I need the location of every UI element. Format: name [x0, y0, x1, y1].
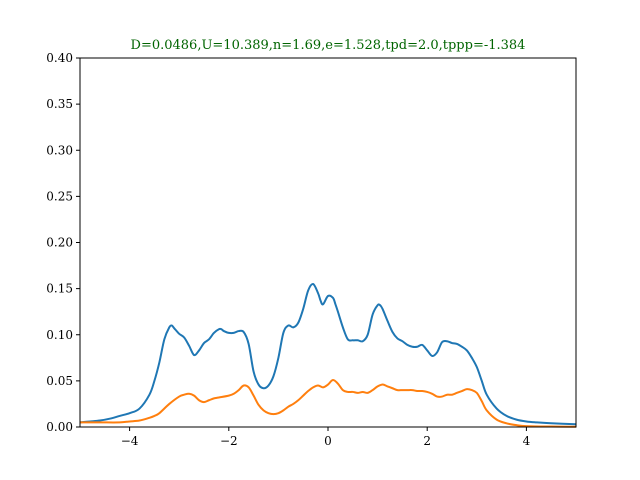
y-tick-label: 0.10 [46, 328, 73, 342]
x-tick-label: 4 [523, 434, 531, 448]
y-tick-label: 0.30 [46, 143, 73, 157]
y-tick-label: 0.20 [46, 236, 73, 250]
chart-title: D=0.0486,U=10.389,n=1.69,e=1.528,tpd=2.0… [131, 38, 526, 53]
series-line-1 [79, 282, 577, 426]
y-tick-label: 0.15 [46, 282, 73, 296]
y-tick-label: 0.00 [46, 420, 73, 434]
y-tick-label: 0.05 [46, 374, 73, 388]
series-line-2 [80, 378, 577, 428]
y-tick-label: 0.40 [46, 51, 73, 65]
x-tick-label: 0 [324, 434, 332, 448]
x-tick-label: 2 [423, 434, 431, 448]
x-tick-label: −2 [220, 434, 238, 448]
y-axis: 0.00 0.05 0.10 0.15 0.20 0.25 0.30 0.35 0.40 [46, 51, 80, 434]
x-axis: −4 −2 0 2 4 [121, 427, 531, 448]
plot-area-frame [79, 57, 577, 428]
y-tick-label: 0.25 [46, 189, 73, 203]
series-layer [79, 282, 577, 428]
x-tick-label: −4 [121, 434, 139, 448]
y-tick-label: 0.35 [46, 97, 73, 111]
